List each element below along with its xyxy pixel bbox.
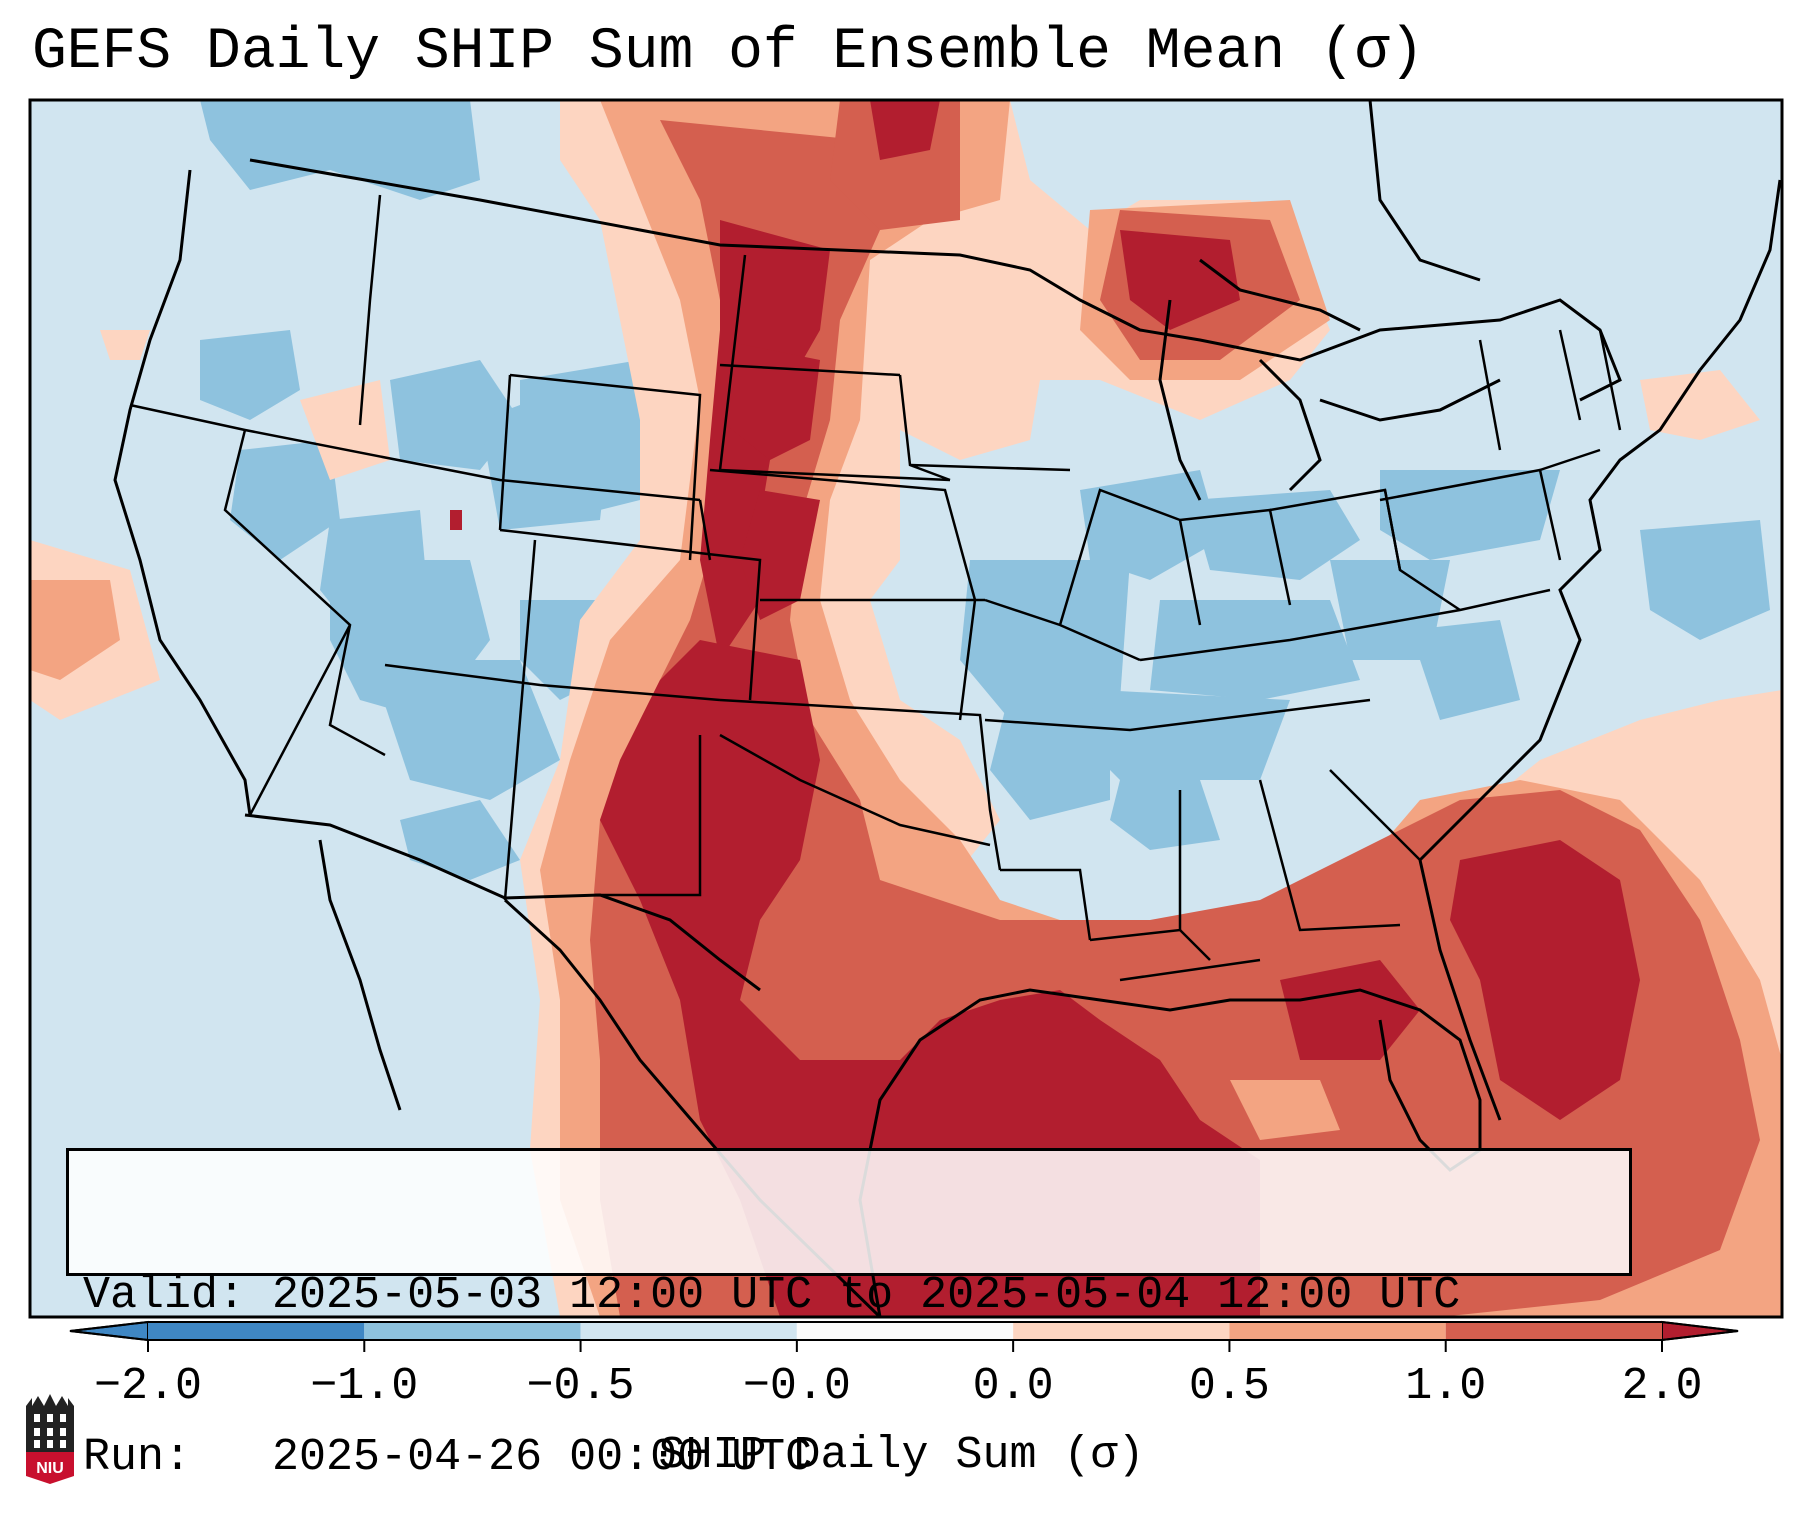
colorbar-extend-high — [1661, 1320, 1739, 1342]
colorbar-tick-label: 0.5 — [1188, 1361, 1270, 1412]
run-line: Run: 2025-04-26 00:00 UTC — [83, 1431, 1615, 1485]
run-value: 2025-04-26 00:00 UTC — [272, 1432, 813, 1483]
colorbar-bin — [1013, 1322, 1230, 1340]
colorbar-bin — [580, 1322, 797, 1340]
colorbar-tick-label: 2.0 — [1621, 1361, 1703, 1412]
gulf-lighter-patch — [1230, 1080, 1340, 1140]
colorbar-tick-label: −1.0 — [310, 1361, 419, 1412]
colorbar-tick-label: −0.5 — [526, 1361, 635, 1412]
map-frame — [28, 98, 1784, 1319]
valid-info-box: Valid: 2025-05-03 12:00 UTC to 2025-05-0… — [66, 1148, 1632, 1483]
map-panel — [30, 100, 1782, 1317]
map-figure — [28, 98, 1784, 1352]
valid-line: Valid: 2025-05-03 12:00 UTC to 2025-05-0… — [83, 1269, 1615, 1323]
colorbar-label: SHIP Daily Sum (σ) — [658, 1430, 1145, 1481]
colorbar-bin — [1445, 1322, 1662, 1340]
country-borders — [244, 158, 1622, 992]
logo-text: NIU — [36, 1460, 64, 1477]
state-borders — [129, 194, 1622, 982]
map-title: GEFS Daily SHIP Sum of Ensemble Mean (σ) — [32, 20, 1425, 85]
colorbar-tick-label: −2.0 — [93, 1361, 203, 1412]
colorbar-tick-label: −0.0 — [742, 1361, 851, 1412]
colorbar-tick-label: 0.0 — [972, 1361, 1054, 1412]
run-label: Run: — [83, 1432, 192, 1483]
colorbar-tick-label: 1.0 — [1405, 1361, 1487, 1412]
colorbar-bin — [796, 1322, 1014, 1340]
colorbar — [69, 1320, 1739, 1352]
valid-value: 2025-05-03 12:00 UTC to 2025-05-04 12:00… — [272, 1270, 1461, 1321]
colorbar-bin — [1229, 1322, 1446, 1340]
colorbar-bin — [364, 1322, 581, 1340]
valid-label: Valid: — [83, 1270, 246, 1321]
positive-anomaly-dark — [450, 100, 1640, 1317]
niu-logo: NIU — [22, 1392, 78, 1484]
colorbar-bin — [148, 1322, 365, 1340]
